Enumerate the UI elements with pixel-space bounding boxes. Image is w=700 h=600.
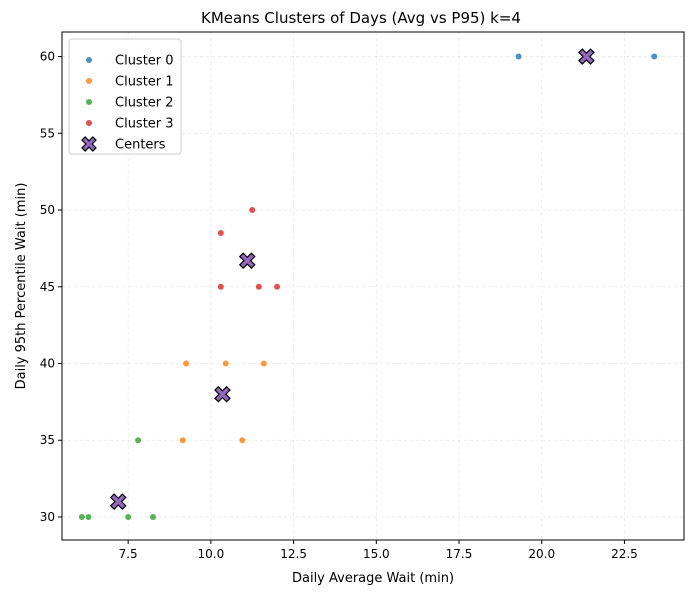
legend-marker	[86, 120, 92, 126]
y-tick-label: 55	[40, 126, 55, 140]
data-points	[78, 53, 658, 520]
x-tick-label: 15.0	[363, 547, 390, 561]
cluster-3-point	[217, 230, 224, 237]
center-marker	[109, 493, 127, 510]
cluster-3-point	[255, 283, 262, 290]
legend-marker	[81, 136, 97, 152]
plot-frame	[61, 31, 685, 541]
x-axis-ticks: 7.5 10.0 12.5 15.0 17.5 20.0 22.5	[119, 540, 638, 561]
center-marker	[238, 252, 256, 270]
legend-label: Cluster 2	[115, 96, 174, 111]
cluster-2-point	[78, 513, 85, 520]
legend-label: Cluster 0	[115, 54, 174, 69]
legend-label: Centers	[115, 138, 166, 153]
cluster-1-point	[222, 360, 229, 367]
cluster-3-point	[217, 283, 224, 290]
cluster-2-point	[135, 437, 142, 444]
legend: Cluster 0 Cluster 1 Cluster 2 Cluster 3 Cent…	[68, 38, 182, 155]
cluster-2-point	[149, 513, 156, 520]
x-tick-label: 7.5	[119, 547, 138, 561]
cluster-3-point	[249, 207, 256, 214]
cluster-centers	[109, 48, 595, 510]
center-marker	[214, 385, 231, 403]
x-tick-label: 12.5	[280, 547, 307, 561]
legend-marker	[86, 78, 92, 84]
legend-label: Cluster 3	[115, 117, 174, 132]
x-axis-label: Daily Average Wait (min)	[292, 571, 454, 586]
chart-title: KMeans Clusters of Days (Avg vs P95) k=4	[201, 9, 521, 27]
y-tick-label: 30	[40, 510, 55, 524]
y-tick-label: 35	[40, 433, 55, 447]
legend-label: Cluster 1	[115, 75, 174, 90]
cluster-1-point	[260, 360, 267, 367]
y-axis-label: Daily 95th Percentile Wait (min)	[14, 183, 29, 390]
cluster-2-point	[85, 513, 92, 520]
x-tick-label: 10.0	[198, 547, 225, 561]
x-tick-label: 20.0	[528, 547, 555, 561]
y-tick-label: 50	[40, 203, 55, 217]
legend-marker	[86, 99, 92, 105]
cluster-0-point	[515, 53, 522, 60]
legend-box	[68, 38, 182, 155]
x-tick-label: 17.5	[446, 547, 473, 561]
cluster-3-point	[274, 283, 281, 290]
y-tick-label: 60	[40, 50, 55, 64]
legend-marker	[86, 57, 92, 63]
center-marker	[578, 48, 595, 65]
cluster-2-point	[125, 513, 132, 520]
y-tick-label: 45	[40, 280, 55, 294]
cluster-1-point	[239, 437, 246, 444]
cluster-1-point	[179, 437, 186, 444]
y-tick-label: 40	[40, 357, 55, 371]
cluster-1-point	[183, 360, 190, 367]
y-axis-ticks: 30 35 40 45 50 55 60	[40, 50, 62, 524]
cluster-0-point	[651, 53, 658, 60]
x-tick-label: 22.5	[611, 547, 638, 561]
